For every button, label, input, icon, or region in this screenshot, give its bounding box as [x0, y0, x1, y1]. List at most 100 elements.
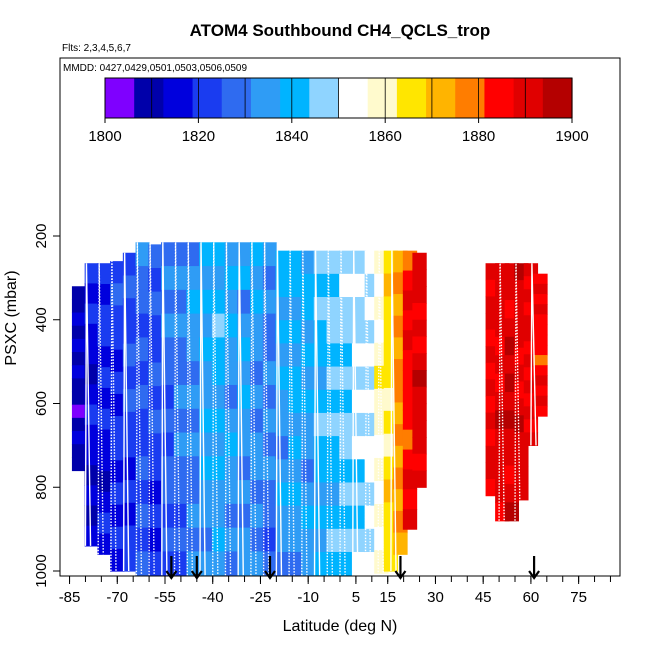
latitude-arrow: [165, 556, 178, 580]
heatmap-cell: [351, 505, 367, 530]
heatmap-cell: [250, 456, 265, 481]
heatmap-cell: [514, 449, 529, 467]
heatmap-cell: [122, 252, 138, 277]
colorbar-segment: [250, 78, 281, 118]
heatmap-cell: [71, 338, 87, 353]
heatmap-cell: [173, 384, 189, 410]
heatmap-cell: [224, 503, 239, 529]
colorbar-tick-label: 1900: [555, 128, 588, 145]
colorbar-segment: [455, 78, 486, 118]
heatmap-cell: [326, 459, 341, 484]
x-tick-label: -25: [250, 589, 272, 606]
colorbar-tick-label: 1860: [369, 128, 402, 145]
heatmap-cell: [71, 378, 87, 393]
heatmap-cell: [148, 386, 163, 411]
heatmap-cell: [211, 551, 227, 576]
heatmap-cell: [326, 366, 341, 391]
heatmap-cell: [412, 386, 427, 405]
profile-trace: [364, 250, 372, 576]
heatmap-cell: [339, 389, 354, 414]
colorbar-segment: [513, 78, 544, 118]
heatmap-columns: [71, 242, 548, 576]
heatmap-cell: [275, 389, 290, 414]
heatmap-cell: [262, 480, 278, 505]
heatmap-cell: [533, 273, 548, 285]
heatmap-cell: [237, 289, 252, 315]
x-tick-label: 45: [475, 589, 492, 606]
heatmap-cell: [148, 338, 163, 364]
heatmap-cell: [199, 266, 214, 291]
heatmap-cell: [339, 552, 354, 576]
heatmap-cell: [533, 283, 548, 295]
heatmap-cell: [351, 389, 367, 414]
heatmap-cell: [237, 456, 252, 481]
heatmap-cell: [224, 480, 239, 505]
heatmap-cell: [135, 456, 150, 481]
x-tick-label: -10: [297, 589, 319, 606]
heatmap-cell: [110, 548, 125, 572]
heatmap-cell: [262, 337, 278, 362]
heatmap-cell: [326, 436, 341, 460]
heatmap-cell: [122, 389, 138, 413]
heatmap-cell: [313, 528, 329, 553]
heatmap-cell: [533, 304, 548, 315]
heatmap-cell: [148, 244, 163, 269]
heatmap-cell: [351, 273, 367, 298]
heatmap-cell: [161, 432, 176, 457]
heatmap-cell: [351, 459, 367, 484]
heatmap-cell: [237, 242, 252, 267]
heatmap-cell: [313, 482, 329, 507]
heatmap-cell: [84, 525, 99, 547]
heatmap-cell: [186, 408, 201, 434]
heatmap-cell: [199, 361, 214, 386]
heatmap-cell: [71, 457, 87, 472]
heatmap-cell: [275, 528, 290, 553]
heatmap-cell: [301, 459, 316, 484]
heatmap-cell: [262, 313, 278, 338]
y-axis: 200 400 600 800 1000: [33, 223, 61, 588]
heatmap-cell: [288, 528, 303, 553]
heatmap-cell: [97, 471, 112, 493]
heatmap-cell: [186, 313, 201, 338]
colorbar-segment: [426, 78, 456, 118]
colorbar-segment: [221, 78, 252, 118]
heatmap-cell: [412, 252, 427, 271]
heatmap-cell: [148, 480, 163, 505]
heatmap-cell: [148, 457, 163, 482]
heatmap-cell: [533, 314, 548, 326]
heatmap-cell: [313, 459, 329, 484]
latitude-arrow: [264, 556, 276, 580]
heatmap-cell: [351, 366, 367, 391]
x-tick-label: -70: [106, 589, 128, 606]
heatmap-cell: [339, 366, 354, 391]
heatmap-cell: [313, 505, 329, 530]
colorbar-segment: [134, 78, 164, 118]
heatmap-cell: [237, 480, 252, 505]
heatmap-cell: [262, 527, 278, 553]
heatmap-cell: [237, 266, 252, 291]
heatmap-cell: [412, 353, 427, 371]
heatmap-cell: [211, 266, 227, 291]
heatmap-cell: [199, 480, 214, 505]
heatmap-cell: [84, 384, 99, 406]
colorbar-segment: [192, 78, 223, 118]
heatmap-cell: [211, 242, 227, 267]
y-tick-label: 800: [33, 475, 50, 500]
heatmap-cell: [122, 275, 138, 299]
heatmap-cell: [313, 552, 329, 576]
heatmap-cell: [301, 412, 316, 437]
heatmap-cell: [523, 263, 539, 277]
heatmap-cell: [351, 250, 367, 275]
heatmap-cell: [301, 552, 316, 576]
y-tick-label: 600: [33, 391, 50, 416]
heatmap-cell: [313, 273, 329, 298]
heatmap-cell: [84, 424, 99, 446]
heatmap-cell: [211, 289, 227, 315]
heatmap-cell: [412, 286, 427, 304]
heatmap-cell: [84, 263, 99, 285]
heatmap-cell: [339, 436, 354, 460]
colorbar-tick-label: 1880: [462, 128, 495, 145]
heatmap-cell: [71, 417, 87, 432]
heatmap-cell: [161, 384, 176, 410]
